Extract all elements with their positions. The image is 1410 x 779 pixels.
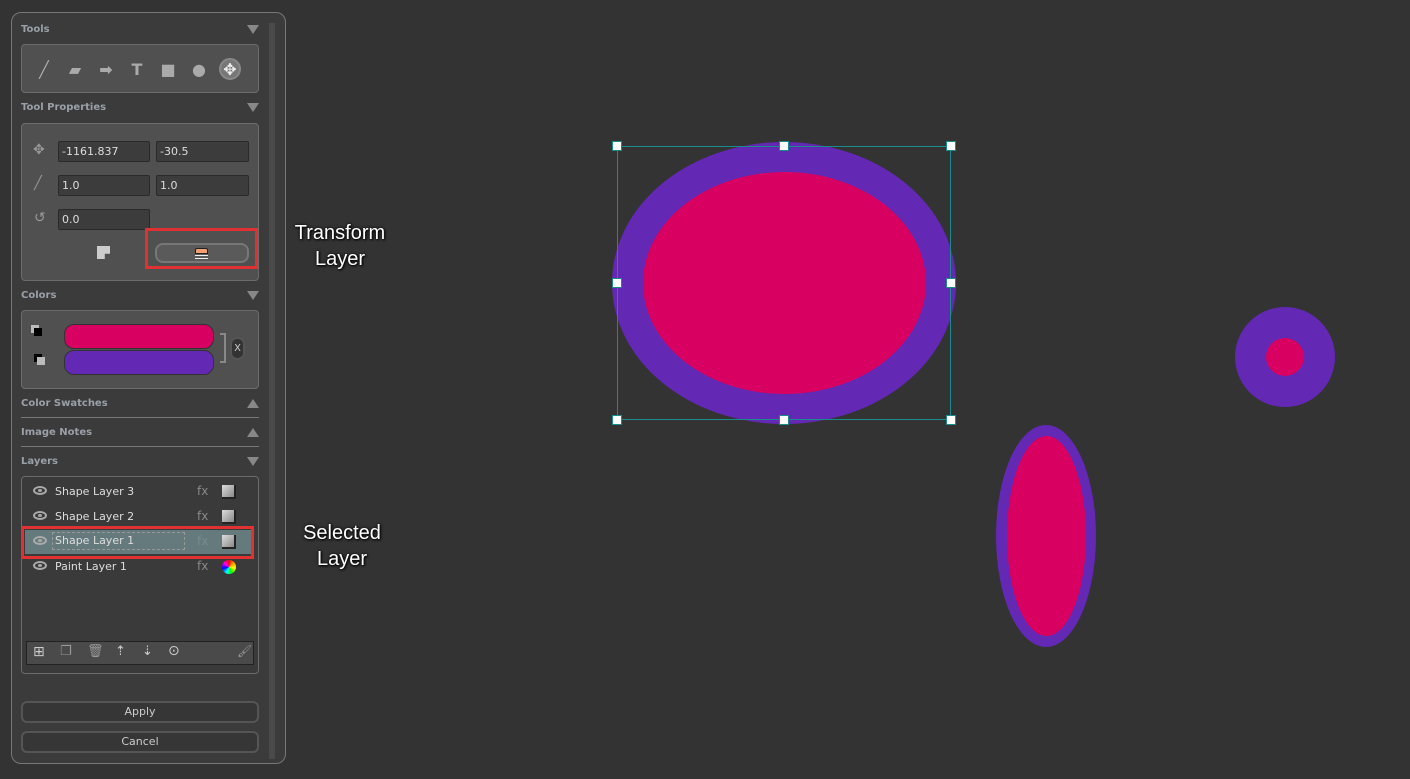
bg-swatch-icon[interactable]: [37, 357, 45, 365]
primary-color-swatch[interactable]: [64, 324, 214, 349]
rotation-input[interactable]: [58, 209, 150, 230]
tool-properties-box: ✥ ╱ ↺: [21, 123, 259, 281]
layer-thumbnail: [222, 485, 236, 499]
expand-icon[interactable]: [247, 399, 259, 408]
visibility-eye-icon[interactable]: [33, 561, 47, 570]
scale-icon: ╱: [34, 176, 42, 191]
transform-handle[interactable]: [779, 141, 789, 151]
transform-handle[interactable]: [779, 415, 789, 425]
divider: [21, 417, 259, 418]
move-icon[interactable]: ✥: [219, 58, 241, 80]
fx-icon[interactable]: fx: [197, 484, 209, 498]
delete-layer-icon[interactable]: 🗑: [87, 644, 104, 659]
transform-handle[interactable]: [946, 415, 956, 425]
text-icon[interactable]: T: [131, 59, 143, 79]
expand-icon[interactable]: [247, 428, 259, 437]
transform-handle[interactable]: [946, 278, 956, 288]
move-up-icon[interactable]: ⇡: [115, 644, 126, 659]
move-icon: ✥: [33, 142, 45, 158]
colors-box: X: [21, 310, 259, 389]
layer-row[interactable]: Shape Layer 3 fx: [25, 480, 251, 504]
layers-toolbar: ⊞ ❐ 🗑 ⇡ ⇣ ⊙ 🖌: [26, 641, 254, 665]
layer-name: Shape Layer 3: [55, 485, 135, 498]
paint-layer-icon: [222, 560, 236, 574]
collapse-icon[interactable]: [247, 457, 259, 466]
rectangle-icon[interactable]: ■: [160, 59, 176, 79]
fx-icon[interactable]: fx: [197, 559, 209, 573]
highlight-selected-layer: [21, 526, 254, 559]
swap-colors-button[interactable]: X: [230, 337, 245, 360]
layer-stack-icon: [195, 248, 208, 254]
color-swatches-header[interactable]: Color Swatches: [21, 398, 259, 409]
colors-header[interactable]: Colors: [21, 290, 259, 301]
brush-icon[interactable]: ╱: [39, 59, 49, 79]
secondary-color-swatch[interactable]: [64, 350, 214, 375]
tools-box: ╱ ▰ ➡ T ■ ● ✥: [21, 44, 259, 93]
position-y-input[interactable]: [156, 141, 249, 162]
visibility-eye-icon[interactable]: [33, 486, 47, 495]
tools-header[interactable]: Tools: [21, 24, 259, 35]
collapse-icon[interactable]: [247, 25, 259, 34]
visibility-eye-icon[interactable]: [33, 536, 47, 545]
transform-handle[interactable]: [946, 141, 956, 151]
position-x-input[interactable]: [58, 141, 150, 162]
shape-ellipse-tall-inner[interactable]: [1007, 436, 1086, 636]
scale-x-input[interactable]: [58, 175, 150, 196]
corner-icon[interactable]: [97, 246, 110, 259]
target-icon[interactable]: ⊙: [168, 643, 180, 659]
cancel-button[interactable]: Cancel: [21, 731, 259, 753]
transform-bounding-box: [617, 146, 951, 420]
layer-row[interactable]: Shape Layer 2 fx: [25, 505, 251, 529]
transform-handle[interactable]: [612, 141, 622, 151]
layer-row[interactable]: Shape Layer 1 fx: [25, 530, 251, 554]
tool-properties-header[interactable]: Tool Properties: [21, 102, 259, 113]
arrow-icon[interactable]: ➡: [99, 59, 113, 79]
fg-swatch-icon[interactable]: [34, 328, 42, 336]
transform-layer-button[interactable]: [155, 243, 249, 263]
highlight-transform-button: [145, 228, 258, 269]
layer-thumbnail: [222, 510, 236, 524]
apply-button[interactable]: Apply: [21, 701, 259, 723]
duplicate-layer-icon[interactable]: ❐: [60, 644, 72, 659]
annotation-selected: Selected Layer: [303, 522, 381, 570]
transform-handle[interactable]: [612, 415, 622, 425]
annotation-transform: Transform Layer: [294, 222, 386, 270]
bracket-icon: [220, 333, 226, 363]
transform-handle[interactable]: [612, 278, 622, 288]
layers-box: ⊞ ❐ 🗑 ⇡ ⇣ ⊙ 🖌: [21, 476, 259, 674]
layers-header[interactable]: Layers: [21, 456, 259, 467]
rotate-icon: ↺: [34, 210, 46, 226]
scale-y-input[interactable]: [156, 175, 249, 196]
image-notes-header[interactable]: Image Notes: [21, 427, 259, 438]
collapse-icon[interactable]: [247, 291, 259, 300]
add-layer-icon[interactable]: ⊞: [33, 644, 45, 660]
shape-ellipse-large-inner[interactable]: [643, 172, 926, 394]
shape-circle-inner[interactable]: [1266, 338, 1304, 376]
fx-icon[interactable]: fx: [197, 534, 209, 548]
ellipse-icon[interactable]: ●: [192, 59, 206, 79]
layer-name: Paint Layer 1: [55, 560, 127, 573]
brush-icon[interactable]: 🖌: [237, 644, 253, 658]
divider: [21, 446, 259, 447]
eraser-icon[interactable]: ▰: [68, 59, 82, 79]
visibility-eye-icon[interactable]: [33, 511, 47, 520]
layer-row[interactable]: Paint Layer 1 fx: [25, 555, 251, 579]
side-panel: Tools ╱ ▰ ➡ T ■ ● ✥ Tool Properties ✥ ╱ …: [11, 12, 286, 764]
move-down-icon[interactable]: ⇣: [142, 644, 153, 659]
layer-name: Shape Layer 2: [55, 510, 135, 523]
collapse-icon[interactable]: [247, 103, 259, 112]
fx-icon[interactable]: fx: [197, 509, 209, 523]
layer-thumbnail: [222, 535, 236, 549]
layer-name: Shape Layer 1: [51, 532, 186, 550]
panel-scrollbar[interactable]: [269, 23, 275, 759]
